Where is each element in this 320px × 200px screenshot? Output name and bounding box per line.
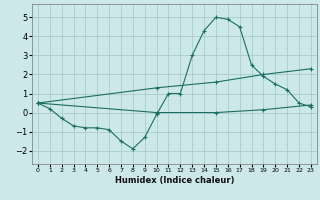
X-axis label: Humidex (Indice chaleur): Humidex (Indice chaleur) [115,176,234,185]
